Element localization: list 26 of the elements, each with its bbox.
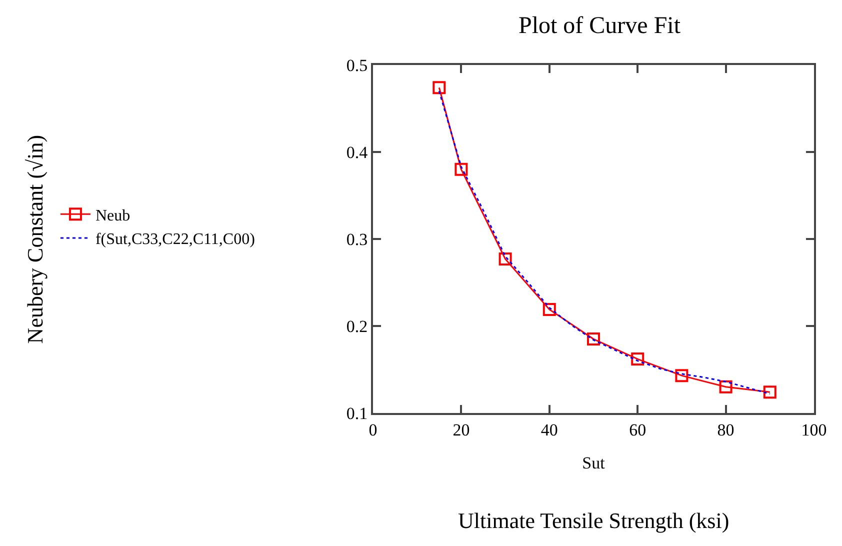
point: [498, 252, 512, 266]
point: [432, 81, 446, 94]
legend-label: Neub: [95, 207, 130, 224]
point: [631, 352, 644, 366]
y-tick-label: 0.2: [346, 316, 368, 336]
legend-label: f(Sut,C33,C22,C11,C00): [95, 231, 255, 248]
y-tick-label: 0.4: [346, 142, 368, 162]
text: Ultimate Tensile Strength (ksi): [458, 508, 730, 533]
x-tick-label: 80: [717, 420, 734, 440]
x-tick-label: 0: [368, 420, 378, 440]
x-axis-title: Sut: [582, 453, 606, 472]
point: [719, 380, 732, 394]
point: [542, 302, 556, 316]
x-tick-label: 60: [629, 420, 646, 440]
x-tick-label: 20: [452, 420, 470, 440]
point: [675, 369, 688, 382]
y-tick-label: 0.5: [346, 56, 368, 75]
chart-title: Plot of Curve Fit: [518, 12, 681, 39]
y-tick-label: 0.3: [346, 230, 368, 249]
point: [454, 162, 468, 176]
point: [587, 332, 600, 346]
text: Neubery Constant (√in): [22, 134, 48, 344]
x-tick-label: 40: [540, 420, 558, 440]
y-tick-label: 0.1: [346, 404, 368, 423]
x-tick-label: 100: [801, 420, 827, 440]
point: [763, 386, 776, 399]
